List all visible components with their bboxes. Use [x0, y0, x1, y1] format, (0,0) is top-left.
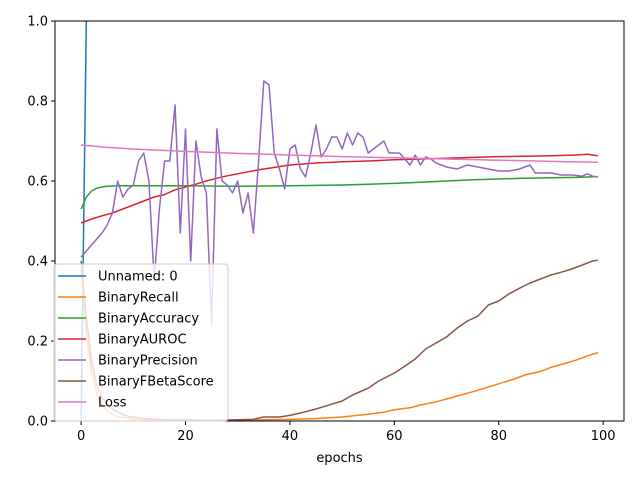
legend-label-loss: Loss	[98, 396, 127, 411]
x-axis-label: epochs	[316, 451, 363, 466]
legend-box	[53, 263, 229, 422]
x-tick-label: 40	[282, 429, 299, 444]
y-axis: 0.0 0.2 0.4 0.6 0.8 1.0	[27, 15, 55, 430]
legend-label-unnamed-0: Unnamed: 0	[98, 270, 178, 285]
legend-label-binaryprecision: BinaryPrecision	[98, 354, 198, 369]
y-tick-label: 0.6	[27, 175, 48, 190]
x-tick-label: 100	[591, 429, 616, 444]
x-tick-label: 60	[386, 429, 403, 444]
legend-label-binaryauroc: BinaryAUROC	[98, 333, 187, 348]
x-tick-label: 80	[490, 429, 507, 444]
y-tick-label: 0.4	[27, 255, 48, 270]
legend-label-binaryrecall: BinaryRecall	[98, 291, 179, 306]
series-line-binaryauroc	[80, 153, 599, 224]
legend-label-binaryaccuracy: BinaryAccuracy	[98, 312, 199, 327]
series-line-binaryaccuracy	[80, 175, 598, 210]
y-tick-label: 0.8	[27, 95, 48, 110]
series-line-loss	[81, 144, 598, 163]
legend: Unnamed: 0 BinaryRecall BinaryAccuracy Bina…	[53, 263, 229, 422]
x-tick-label: 20	[177, 429, 194, 444]
legend-label-binaryfbetascore: BinaryFBetaScore	[98, 375, 214, 390]
y-tick-label: 1.0	[27, 15, 48, 30]
y-tick-label: 0.0	[27, 415, 48, 430]
plot-frame	[54, 20, 625, 422]
y-tick-label: 0.2	[27, 335, 48, 350]
x-axis: 0 20 40 60 80 100	[77, 421, 616, 444]
x-tick-label: 0	[77, 429, 85, 444]
